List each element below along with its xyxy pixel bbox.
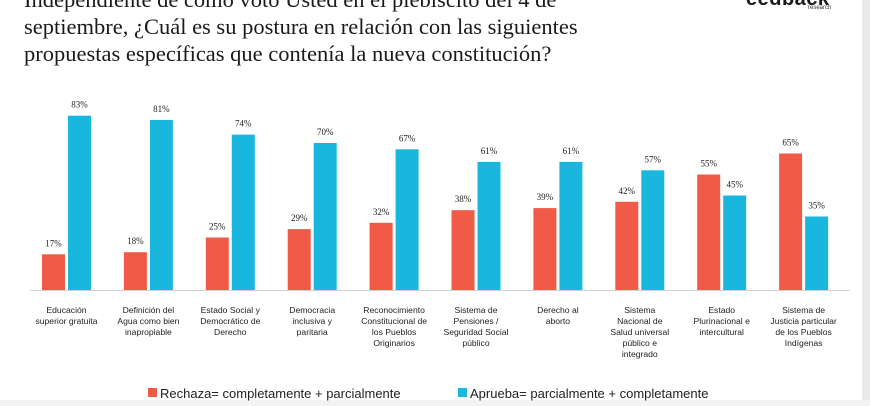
slide-edge bbox=[862, 0, 870, 400]
data-label-aprueba-6: 61% bbox=[481, 146, 498, 156]
category-label-8-line-4: público e bbox=[623, 338, 658, 348]
question-title: Independiente de cómo votó Usted en el p… bbox=[24, 0, 724, 67]
legend-item-rechaza: Rechaza= completamente + parcialmente bbox=[148, 386, 401, 401]
category-label-7-line-2: aborto bbox=[546, 316, 571, 326]
bar-rechaza-2 bbox=[123, 252, 147, 290]
category-label-6-line-2: Pensiones / bbox=[454, 316, 500, 326]
category-label-4-line-1: Democracia bbox=[289, 305, 335, 315]
data-label-rechaza-6: 38% bbox=[455, 194, 472, 204]
data-label-rechaza-2: 18% bbox=[127, 236, 144, 246]
bar-aprueba-2 bbox=[149, 119, 173, 291]
category-label-2-line-2: Agua como bien bbox=[117, 316, 179, 326]
category-label-8-line-3: Salud universal bbox=[610, 327, 669, 337]
category-label-5-line-1: Reconocimiento bbox=[363, 305, 425, 315]
legend: Rechaza= completamente + parcialmente Ap… bbox=[0, 386, 862, 406]
legend-swatch-aprueba bbox=[458, 388, 467, 397]
legend-swatch-rechaza bbox=[148, 388, 157, 397]
legend-label-aprueba: Aprueba= parcialmente + completamente bbox=[470, 386, 709, 401]
title-line-1: Independiente de cómo votó Usted en el p… bbox=[24, 0, 724, 13]
category-label-9-line-1: Estado bbox=[708, 305, 735, 315]
bar-rechaza-9 bbox=[697, 174, 721, 290]
category-label-8-line-1: Sistema bbox=[624, 305, 655, 315]
data-label-aprueba-9: 45% bbox=[726, 180, 743, 190]
bar-rechaza-5 bbox=[369, 222, 393, 290]
data-label-rechaza-7: 39% bbox=[537, 192, 554, 202]
bar-aprueba-9 bbox=[723, 195, 747, 290]
category-label-10-line-3: de los Pueblos bbox=[775, 327, 831, 337]
legend-label-rechaza: Rechaza= completamente + parcialmente bbox=[160, 386, 401, 401]
category-label-2-line-3: inapropiable bbox=[125, 327, 172, 337]
category-label-2-line-1: Definición del bbox=[123, 305, 175, 315]
data-label-rechaza-9: 55% bbox=[700, 159, 717, 169]
bar-aprueba-1 bbox=[68, 115, 91, 290]
bar-rechaza-8 bbox=[615, 201, 639, 290]
category-label-5-line-3: los Pueblos bbox=[372, 327, 416, 337]
data-label-aprueba-5: 67% bbox=[399, 133, 416, 143]
data-label-rechaza-5: 32% bbox=[373, 207, 390, 217]
category-label-8-line-2: Nacional de bbox=[617, 316, 663, 326]
category-label-6-line-1: Sistema de bbox=[455, 305, 498, 315]
category-label-1-line-2: superior gratuita bbox=[35, 316, 97, 326]
bar-aprueba-8 bbox=[641, 170, 665, 290]
title-line-2: septiembre, ¿Cuál es su postura en relac… bbox=[24, 14, 578, 39]
bar-rechaza-1 bbox=[42, 254, 65, 290]
category-label-4-line-2: inclusiva y bbox=[292, 316, 332, 326]
legend-item-aprueba: Aprueba= parcialmente + completamente bbox=[458, 386, 708, 401]
bar-aprueba-6 bbox=[477, 161, 501, 290]
logo-subtext: research bbox=[808, 5, 832, 11]
category-label-7-line-1: Derecho al bbox=[537, 305, 579, 315]
data-label-rechaza-1: 17% bbox=[45, 238, 62, 248]
category-label-3-line-2: Democrático de bbox=[200, 316, 260, 326]
data-label-aprueba-4: 70% bbox=[317, 127, 334, 137]
category-label-1-line-1: Educación bbox=[46, 305, 86, 315]
bar-rechaza-3 bbox=[205, 237, 229, 290]
bar-aprueba-7 bbox=[559, 161, 583, 290]
feedback-logo: eedback research bbox=[738, 0, 848, 18]
bar-aprueba-3 bbox=[231, 134, 255, 290]
bar-rechaza-6 bbox=[451, 210, 475, 290]
bar-aprueba-10 bbox=[805, 216, 829, 290]
category-label-6-line-3: Seguridad Social bbox=[444, 327, 509, 337]
category-label-3-line-3: Derecho bbox=[214, 327, 247, 337]
data-label-aprueba-2: 81% bbox=[153, 104, 170, 114]
category-label-10-line-4: Indígenas bbox=[785, 338, 823, 348]
category-label-5-line-2: Constitucional de bbox=[361, 316, 427, 326]
data-label-aprueba-3: 74% bbox=[235, 119, 252, 129]
data-label-aprueba-10: 35% bbox=[808, 201, 825, 211]
bar-aprueba-5 bbox=[395, 149, 419, 290]
category-label-3-line-1: Estado Social y bbox=[201, 305, 261, 315]
bar-aprueba-4 bbox=[313, 143, 337, 290]
data-label-aprueba-1: 83% bbox=[71, 100, 88, 110]
data-label-rechaza-8: 42% bbox=[619, 186, 636, 196]
category-label-4-line-3: paritaria bbox=[297, 327, 328, 337]
category-label-9-line-3: intercultural bbox=[699, 327, 744, 337]
data-label-rechaza-4: 29% bbox=[291, 213, 308, 223]
category-label-5-line-4: Originarios bbox=[373, 338, 415, 348]
bar-rechaza-10 bbox=[779, 153, 803, 290]
category-label-6-line-4: público bbox=[462, 338, 489, 348]
logo-text: eedback bbox=[746, 0, 830, 11]
category-label-8-line-5: integrado bbox=[622, 349, 658, 359]
category-label-9-line-2: Plurinacional e bbox=[694, 316, 751, 326]
data-label-rechaza-10: 65% bbox=[782, 138, 799, 148]
data-label-aprueba-8: 57% bbox=[645, 154, 662, 164]
bar-rechaza-4 bbox=[287, 229, 311, 290]
category-label-10-line-2: Justicia particular bbox=[770, 316, 837, 326]
data-label-rechaza-3: 25% bbox=[209, 222, 226, 232]
data-label-aprueba-7: 61% bbox=[563, 146, 580, 156]
title-line-3: propuestas específicas que contenía la n… bbox=[24, 41, 552, 66]
bar-rechaza-7 bbox=[533, 208, 557, 290]
category-label-10-line-1: Sistema de bbox=[782, 305, 825, 315]
